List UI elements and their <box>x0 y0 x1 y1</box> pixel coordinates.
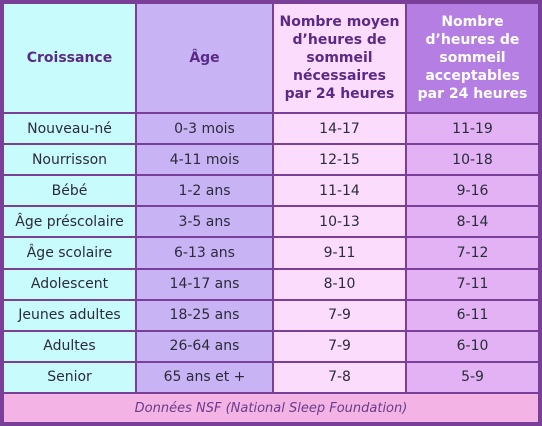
table-row: Jeunes adultes 18-25 ans 7-9 6-11 <box>3 299 539 331</box>
acceptable-hours-cell: 8-14 <box>406 206 539 238</box>
header-acceptable-hours: Nombre d’heures de sommeil acceptables p… <box>406 3 539 113</box>
average-hours-cell: 7-8 <box>273 361 406 393</box>
acceptable-hours-cell: 7-11 <box>406 268 539 300</box>
age-range-cell: 1-2 ans <box>136 175 273 207</box>
average-hours-cell: 11-14 <box>273 175 406 207</box>
table-row: Nourrisson 4-11 mois 12-15 10-18 <box>3 144 539 176</box>
growth-stage-cell: Âge préscolaire <box>3 206 136 238</box>
acceptable-hours-cell: 7-12 <box>406 237 539 269</box>
header-growth-label: Croissance <box>26 50 113 66</box>
header-age-label: Âge <box>189 50 220 66</box>
acceptable-hours-cell: 9-16 <box>406 175 539 207</box>
acceptable-hours-cell: 5-9 <box>406 361 539 393</box>
growth-stage-cell: Jeunes adultes <box>3 299 136 331</box>
age-range-cell: 65 ans et + <box>136 361 273 393</box>
acceptable-hours-cell: 6-10 <box>406 330 539 362</box>
footer-row: Données NSF (National Sleep Foundation) <box>3 393 539 423</box>
age-range-cell: 4-11 mois <box>136 144 273 176</box>
source-note: Données NSF (National Sleep Foundation) <box>3 393 539 423</box>
age-range-cell: 6-13 ans <box>136 237 273 269</box>
average-hours-cell: 14-17 <box>273 113 406 145</box>
table-footer: Données NSF (National Sleep Foundation) <box>3 393 539 423</box>
growth-stage-cell: Adolescent <box>3 268 136 300</box>
table-row: Adultes 26-64 ans 7-9 6-10 <box>3 330 539 362</box>
header-acceptable-hours-label: Nombre d’heures de sommeil acceptables p… <box>417 14 528 102</box>
table-row: Senior 65 ans et +7-8 5-9 <box>3 361 539 393</box>
age-range-cell: 0-3 mois <box>136 113 273 145</box>
table-header: Croissance Âge Nombre moyen d’heures de … <box>3 3 539 113</box>
age-range-cell: 18-25 ans <box>136 299 273 331</box>
table-row: Nouveau-né 0-3 mois 14-17 11-19 <box>3 113 539 145</box>
growth-stage-cell: Bébé <box>3 175 136 207</box>
table-row: Bébé 1-2 ans 11-14 9-16 <box>3 175 539 207</box>
growth-stage-cell: Âge scolaire <box>3 237 136 269</box>
acceptable-hours-cell: 6-11 <box>406 299 539 331</box>
table-row: Âge scolaire 6-13 ans 9-11 7-12 <box>3 237 539 269</box>
growth-stage-cell: Senior <box>3 361 136 393</box>
average-hours-cell: 7-9 <box>273 330 406 362</box>
age-range-cell: 26-64 ans <box>136 330 273 362</box>
average-hours-cell: 10-13 <box>273 206 406 238</box>
header-average-hours: Nombre moyen d’heures de sommeil nécessa… <box>273 3 406 113</box>
header-growth: Croissance <box>3 3 136 113</box>
growth-stage-cell: Nourrisson <box>3 144 136 176</box>
table-body: Nouveau-né 0-3 mois 14-17 11-19 Nourrisson 4-… <box>3 113 539 393</box>
acceptable-hours-cell: 11-19 <box>406 113 539 145</box>
header-average-hours-label: Nombre moyen d’heures de sommeil nécessa… <box>279 14 400 102</box>
average-hours-cell: 8-10 <box>273 268 406 300</box>
growth-stage-cell: Nouveau-né <box>3 113 136 145</box>
age-range-cell: 3-5 ans <box>136 206 273 238</box>
header-age: Âge <box>136 3 273 113</box>
header-row: Croissance Âge Nombre moyen d’heures de … <box>3 3 539 113</box>
average-hours-cell: 12-15 <box>273 144 406 176</box>
table-row: Âge préscolaire 3-5 ans 10-13 8-14 <box>3 206 539 238</box>
table-row: Adolescent 14-17 ans 8-10 7-11 <box>3 268 539 300</box>
age-range-cell: 14-17 ans <box>136 268 273 300</box>
sleep-hours-table: Croissance Âge Nombre moyen d’heures de … <box>3 3 539 423</box>
acceptable-hours-cell: 10-18 <box>406 144 539 176</box>
average-hours-cell: 9-11 <box>273 237 406 269</box>
average-hours-cell: 7-9 <box>273 299 406 331</box>
growth-stage-cell: Adultes <box>3 330 136 362</box>
